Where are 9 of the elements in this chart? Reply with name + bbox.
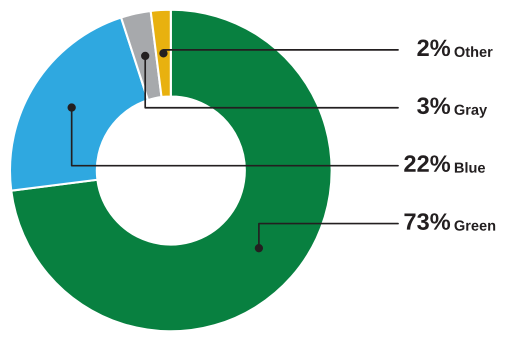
slice-label: Blue — [454, 162, 486, 173]
data-label: 2% — [417, 39, 450, 56]
donut-slice — [10, 8, 333, 332]
data-label: 3% — [417, 97, 450, 114]
data-label: 22% — [404, 155, 450, 172]
slice-label: Green — [454, 220, 496, 231]
data-label: 73% — [404, 213, 450, 230]
slice-label: Other — [454, 46, 493, 57]
slice-label: Gray — [454, 104, 488, 118]
